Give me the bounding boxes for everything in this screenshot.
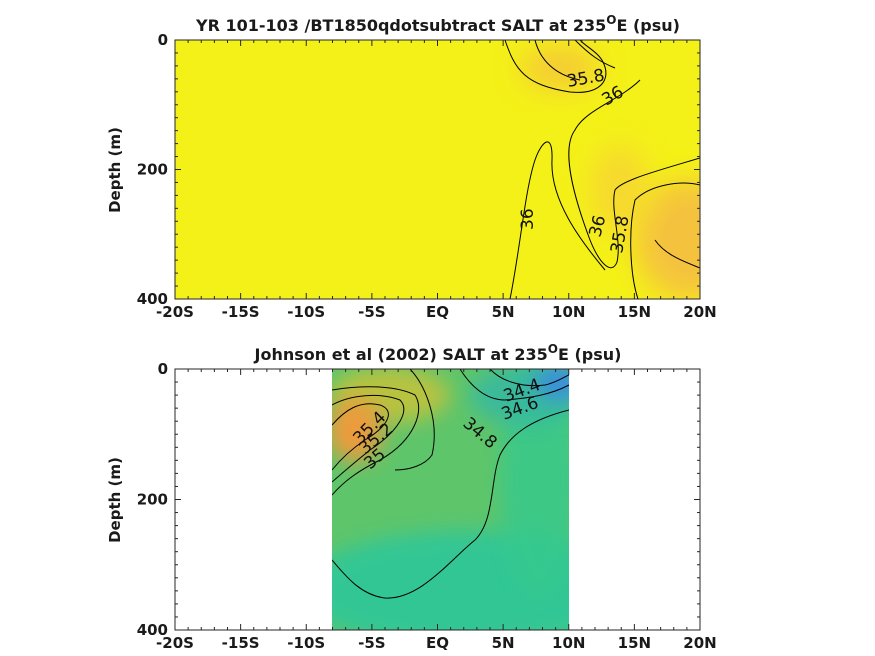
bottom-panel: Johnson et al (2002) SALT at 235OE (psu)… <box>106 342 717 652</box>
x-tick-label: -10S <box>287 303 325 321</box>
top-field-low-east <box>635 180 700 299</box>
bottom-contour-35-2 <box>332 395 405 483</box>
bottom-contour-34-8 <box>332 409 569 599</box>
x-tick-label: 5N <box>492 303 515 321</box>
x-tick-label: -5S <box>358 634 385 652</box>
x-tick-label: EQ <box>426 303 449 321</box>
y-tick-label: 0 <box>158 360 168 378</box>
bottom-contour-35 <box>332 386 420 496</box>
bottom-y-axis-label: Depth (m) <box>106 457 124 543</box>
x-tick-label: -20S <box>156 634 194 652</box>
bottom-ticks: -20S -15S -10S -5S EQ 5N 10N 15N 20N 0 200 400 <box>137 360 717 652</box>
top-field-low-north <box>520 46 600 90</box>
top-contour-36-mid <box>568 79 700 269</box>
top-contour-35-8-north <box>504 40 607 93</box>
x-tick-label: EQ <box>426 634 449 652</box>
x-tick-label: -15S <box>222 634 260 652</box>
bottom-contour-34-4 <box>489 369 569 387</box>
x-tick-label: 20N <box>683 303 716 321</box>
x-tick-label: 10N <box>552 634 585 652</box>
y-tick-label: 0 <box>158 31 168 49</box>
bottom-field-fresh <box>535 369 569 400</box>
x-tick-label: -15S <box>222 303 260 321</box>
x-tick-label: 10N <box>552 303 585 321</box>
bottom-panel-title: Johnson et al (2002) SALT at 235OE (psu) <box>254 342 622 364</box>
top-field <box>175 40 700 299</box>
top-field-mid <box>590 145 650 235</box>
bottom-field-deep <box>332 530 569 630</box>
x-tick-label: -10S <box>287 634 325 652</box>
x-tick-label: 5N <box>492 634 515 652</box>
top-contour-36-north <box>574 40 616 69</box>
bottom-field-salty <box>332 398 383 462</box>
y-tick-label: 200 <box>137 161 168 179</box>
bottom-contour-35-4 <box>332 403 389 471</box>
top-contour-label: 36 <box>518 208 538 230</box>
top-contour-36-south <box>509 141 606 299</box>
top-contour-35-8-inner <box>534 40 581 81</box>
top-contour-35-8-east-b <box>654 239 700 269</box>
top-panel-title: YR 101-103 /BT1850qdotsubtract SALT at 2… <box>195 13 680 35</box>
x-tick-label: 20N <box>683 634 716 652</box>
x-tick-label: 15N <box>618 634 651 652</box>
bottom-field <box>332 369 569 630</box>
top-ticks: -20S -15S -10S -5S EQ 5N 10N 15N 20N 0 200 400 <box>137 31 717 321</box>
bottom-field-east <box>500 369 569 600</box>
y-tick-label: 200 <box>137 491 168 509</box>
y-tick-label: 400 <box>137 621 168 639</box>
x-tick-label: -5S <box>358 303 385 321</box>
y-tick-label: 400 <box>137 290 168 308</box>
bottom-contour-35-inner <box>394 369 435 471</box>
top-y-axis-label: Depth (m) <box>106 127 124 213</box>
x-tick-label: -20S <box>156 303 194 321</box>
bottom-contour-34-6 <box>459 369 569 401</box>
top-panel: YR 101-103 /BT1850qdotsubtract SALT at 2… <box>106 13 717 321</box>
top-contour-35-8-east <box>630 182 700 299</box>
x-tick-label: 15N <box>618 303 651 321</box>
